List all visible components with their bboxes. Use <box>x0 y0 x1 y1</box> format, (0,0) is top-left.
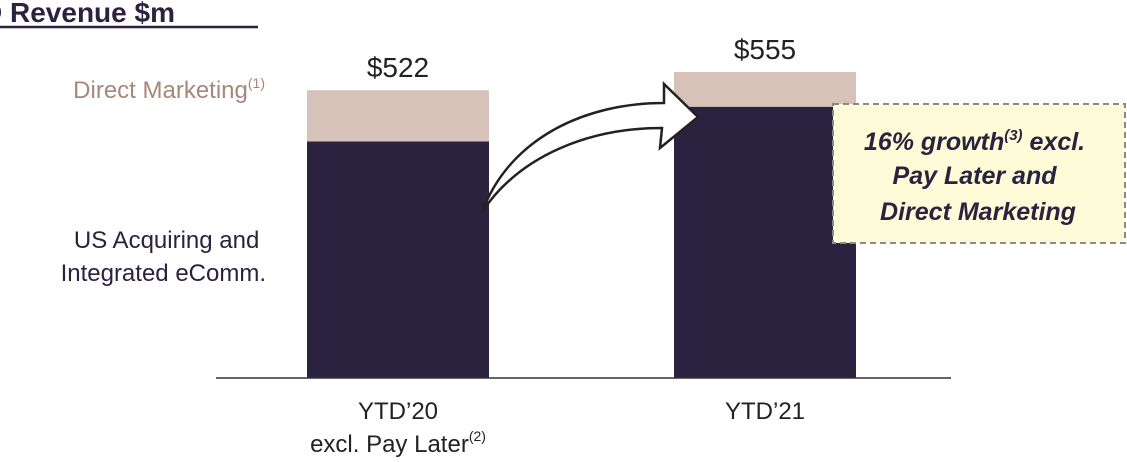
growth-callout-footnote: (3) <box>1004 127 1022 144</box>
growth-callout-box <box>832 103 1126 244</box>
category-sublabel-ytd20: excl. Pay Later(2) <box>310 428 486 458</box>
legend-us-acquiring: US Acquiring and Integrated eComm. <box>61 227 266 287</box>
bar-ytd21-us-acquiring <box>674 106 856 378</box>
legend-us-acquiring-line1: US Acquiring and <box>74 227 259 254</box>
legend-direct-marketing: Direct Marketing(1) <box>73 75 265 104</box>
bars-group <box>307 72 856 378</box>
growth-callout-line1: 16% growth(3) excl. <box>864 127 1085 156</box>
category-label-ytd21: YTD’21 <box>725 398 805 425</box>
bar-ytd20-direct-marketing <box>307 90 489 142</box>
chart-title: D Revenue $m <box>0 0 175 28</box>
total-label-ytd21: $555 <box>734 34 796 65</box>
legend-direct-marketing-footnote: (1) <box>248 75 265 91</box>
category-label-ytd20: YTD’20 <box>358 398 438 425</box>
growth-callout-line3: Direct Marketing <box>880 198 1076 226</box>
category-sublabel-ytd20-footnote: (2) <box>469 428 486 444</box>
bar-ytd21-direct-marketing <box>674 72 856 107</box>
total-label-ytd20: $522 <box>367 52 429 83</box>
legend-us-acquiring-line2: Integrated eComm. <box>61 260 266 287</box>
growth-callout-text: 16% growth(3) excl. Pay Later and Direct… <box>864 127 1092 226</box>
growth-callout-line1-suffix: excl. <box>1023 128 1086 156</box>
growth-arrow <box>480 81 700 213</box>
growth-callout-line2: Pay Later and <box>893 162 1058 190</box>
growth-callout: 16% growth(3) excl. Pay Later and Direct… <box>832 103 1126 244</box>
bar-ytd20-us-acquiring <box>307 141 489 378</box>
